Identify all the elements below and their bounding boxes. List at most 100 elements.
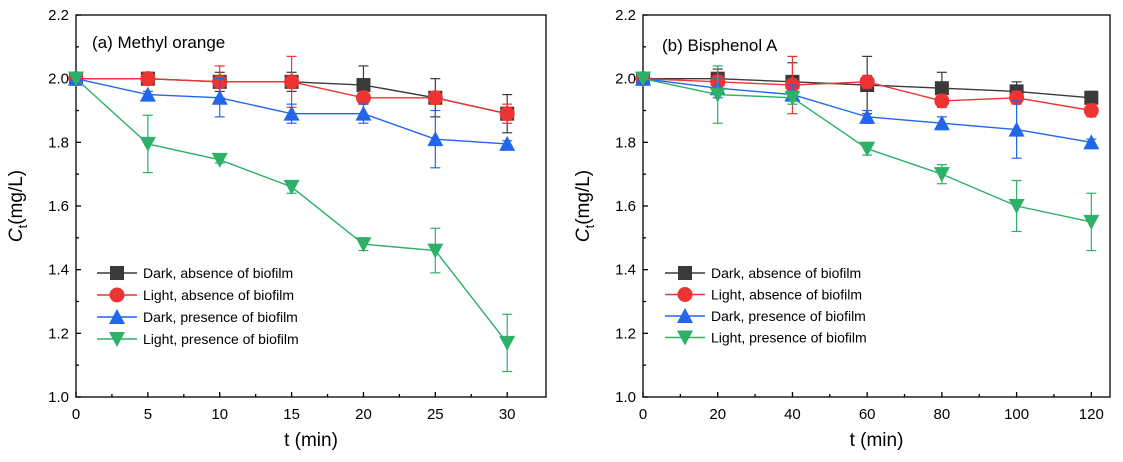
y-tick-label: 2.2 bbox=[48, 7, 69, 24]
x-axis-label: t (min) bbox=[284, 430, 338, 451]
legend-item: Light, absence of biofilm bbox=[97, 287, 294, 303]
series-1 bbox=[68, 55, 515, 124]
y-tick-label: 2.2 bbox=[615, 7, 636, 24]
legend-marker bbox=[109, 287, 125, 303]
legend-item: Dark, absence of biofilm bbox=[97, 265, 293, 281]
series-3 bbox=[68, 71, 516, 373]
y-axis-label: Ct(mg/L) bbox=[573, 170, 597, 242]
data-point bbox=[934, 93, 950, 109]
legend-marker bbox=[677, 308, 693, 323]
y-tick-label: 2.0 bbox=[615, 71, 636, 88]
data-point bbox=[1008, 199, 1025, 214]
data-point bbox=[427, 131, 444, 147]
x-axis-label: t (min) bbox=[850, 430, 904, 451]
data-point bbox=[284, 74, 300, 90]
data-point bbox=[140, 71, 156, 87]
x-tick-label: 15 bbox=[283, 406, 300, 423]
legend-label: Light, absence of biofilm bbox=[711, 287, 862, 303]
data-point bbox=[139, 136, 156, 152]
legend-item: Light, presence of biofilm bbox=[665, 330, 867, 346]
panel-title: (b) Bisphenol A bbox=[662, 36, 778, 55]
data-point bbox=[427, 243, 444, 259]
y-tick-label: 2.0 bbox=[48, 71, 69, 88]
legend-item: Light, absence of biofilm bbox=[665, 287, 862, 303]
data-point bbox=[859, 74, 875, 90]
x-tick-label: 80 bbox=[934, 406, 951, 423]
data-point bbox=[1084, 90, 1099, 105]
x-tick-label: 5 bbox=[144, 406, 152, 423]
y-tick-label: 1.4 bbox=[615, 262, 636, 279]
data-point bbox=[933, 167, 950, 183]
panel-bisphenol-a: 1.0 1.2 1.4 1.6 1.8 2.0 2.2 0 20 40 60 80 100 120 t (m… bbox=[573, 7, 1111, 451]
legend-marker bbox=[109, 332, 125, 347]
legend-marker bbox=[678, 266, 692, 280]
data-point bbox=[1083, 134, 1100, 150]
data-point bbox=[709, 87, 726, 103]
y-tick-label: 1.6 bbox=[615, 198, 636, 215]
data-point bbox=[859, 141, 876, 157]
data-point bbox=[635, 71, 651, 87]
x-tick-label: 100 bbox=[1004, 406, 1029, 423]
y-tick-label: 1.2 bbox=[48, 325, 69, 342]
legend-label: Light, absence of biofilm bbox=[143, 287, 294, 303]
x-tick-label: 10 bbox=[211, 406, 228, 423]
legend-label: Dark, presence of biofilm bbox=[143, 309, 298, 325]
x-tick-label: 0 bbox=[639, 406, 647, 423]
panel-methyl-orange: 1.0 1.2 1.4 1.6 1.8 2.0 2.2 0 5 10 15 20 25 30 t (min)… bbox=[6, 7, 547, 451]
data-point bbox=[1083, 103, 1099, 118]
series-3 bbox=[635, 65, 1100, 252]
data-point bbox=[934, 81, 949, 96]
data-point bbox=[933, 115, 950, 131]
data-point bbox=[68, 71, 84, 87]
y-tick-label: 1.4 bbox=[48, 262, 69, 279]
x-tick-label: 20 bbox=[355, 406, 372, 423]
y-axis-label: Ct(mg/L) bbox=[6, 170, 30, 242]
legend-item: Light, presence of biofilm bbox=[97, 331, 299, 347]
y-tick-label: 1.0 bbox=[48, 389, 69, 406]
data-point bbox=[499, 106, 515, 122]
data-point bbox=[211, 89, 228, 105]
y-tick-label: 1.0 bbox=[615, 389, 636, 406]
data-point bbox=[211, 152, 228, 168]
y-tick-label: 1.2 bbox=[615, 325, 636, 342]
panel-title: (a) Methyl orange bbox=[92, 33, 225, 52]
data-point bbox=[356, 78, 371, 93]
x-tick-label: 120 bbox=[1079, 406, 1104, 423]
x-tick-label: 30 bbox=[499, 406, 516, 423]
y-tick-label: 1.6 bbox=[48, 198, 69, 215]
legend-marker bbox=[677, 287, 693, 302]
legend: Dark, absence of biofilm Light, absence o… bbox=[97, 265, 299, 347]
legend-item: Dark, absence of biofilm bbox=[665, 265, 861, 281]
legend-label: Dark, absence of biofilm bbox=[711, 265, 861, 281]
data-point bbox=[859, 108, 876, 124]
legend-item: Dark, presence of biofilm bbox=[97, 309, 298, 325]
legend-label: Dark, presence of biofilm bbox=[711, 308, 866, 324]
legend-label: Light, presence of biofilm bbox=[711, 330, 867, 346]
data-point bbox=[355, 105, 372, 121]
legend: Dark, absence of biofilm Light, absence o… bbox=[665, 265, 867, 346]
data-point bbox=[355, 237, 372, 253]
x-tick-label: 40 bbox=[784, 406, 801, 423]
legend-label: Dark, absence of biofilm bbox=[143, 265, 293, 281]
data-point bbox=[499, 335, 516, 351]
data-point bbox=[1083, 214, 1100, 230]
data-point bbox=[499, 135, 516, 151]
data-point bbox=[283, 105, 300, 121]
data-point bbox=[1008, 121, 1025, 137]
legend-marker bbox=[677, 330, 693, 346]
x-tick-label: 20 bbox=[709, 406, 726, 423]
y-tick-label: 1.8 bbox=[48, 134, 69, 151]
legend-item: Dark, presence of biofilm bbox=[665, 308, 866, 324]
legend-label: Light, presence of biofilm bbox=[143, 331, 299, 347]
x-tick-label: 0 bbox=[72, 406, 80, 423]
x-tick-label: 25 bbox=[427, 406, 444, 423]
y-tick-label: 1.8 bbox=[615, 134, 636, 151]
data-point bbox=[283, 179, 300, 195]
data-point bbox=[355, 90, 371, 106]
data-point bbox=[139, 86, 156, 102]
x-tick-label: 60 bbox=[859, 406, 876, 423]
legend-marker bbox=[109, 309, 125, 324]
legend-marker bbox=[110, 266, 124, 280]
data-point bbox=[427, 90, 443, 106]
